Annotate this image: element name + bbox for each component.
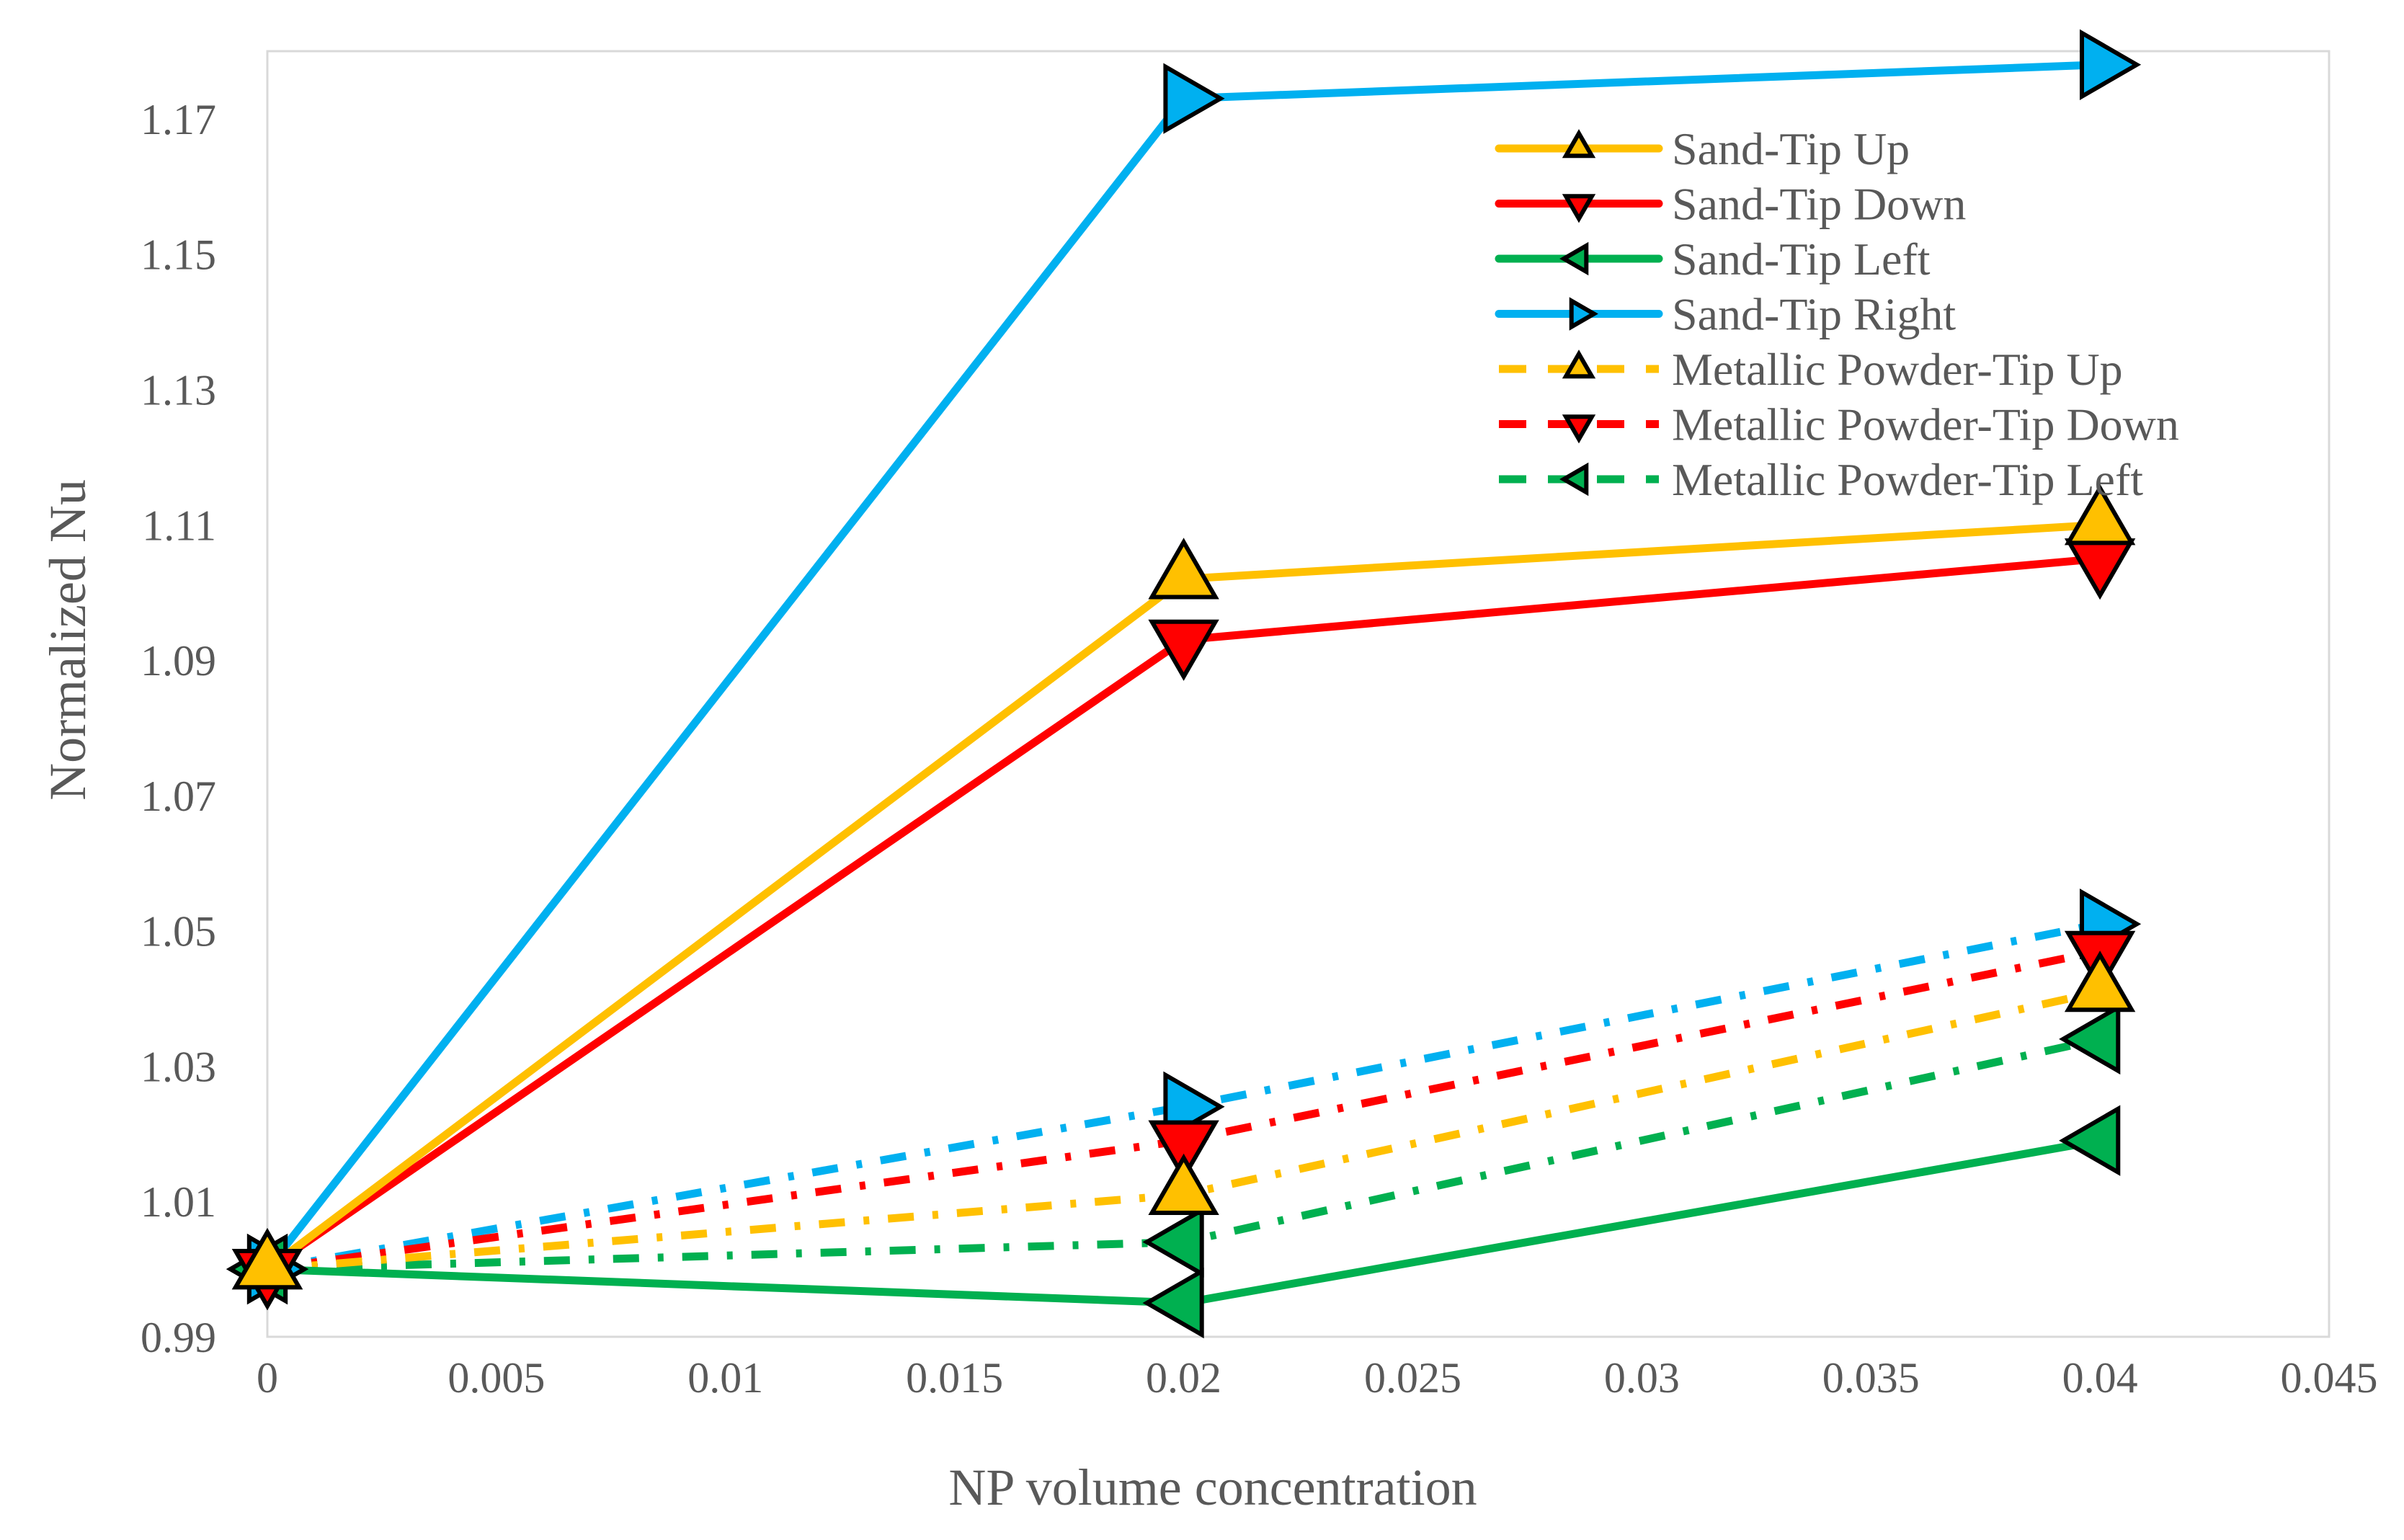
legend-item: Sand-Tip Left [1495, 233, 1931, 285]
data-point [1163, 63, 1225, 134]
y-tick-label: 1.11 [142, 502, 216, 549]
legend-marker [1569, 297, 1598, 331]
legend-item: Metallic Powder-Tip Up [1499, 344, 2123, 395]
legend-item: Sand-Tip Down [1495, 179, 1966, 230]
y-tick-label: 1.03 [141, 1043, 216, 1090]
legend-item: Sand-Tip Up [1495, 123, 1910, 174]
legend-marker [1562, 414, 1596, 444]
data-point [1142, 1267, 1204, 1339]
plot-area [266, 50, 2330, 1338]
x-tick-label: 0.03 [1604, 1354, 1680, 1402]
x-tick-label: 0.04 [2062, 1354, 2138, 1402]
x-tick-label: 0.02 [1146, 1354, 1221, 1402]
y-tick-label: 0.99 [141, 1314, 216, 1361]
data-point [2064, 951, 2136, 1012]
y-tick-label: 1.15 [141, 231, 216, 279]
legend-marker [1562, 194, 1596, 223]
legend-label: Sand-Tip Right [1672, 289, 1956, 340]
data-point [2059, 1003, 2121, 1075]
legend-item: Metallic Powder-Tip Down [1499, 399, 2179, 450]
y-tick-label: 1.17 [141, 96, 216, 143]
x-tick-label: 0.015 [906, 1354, 1003, 1402]
x-tick-label: 0.035 [1822, 1354, 1920, 1402]
legend-label: Sand-Tip Down [1672, 179, 1966, 230]
legend-label: Sand-Tip Up [1672, 123, 1910, 174]
x-axis-title: NP volume concentration [948, 1459, 1477, 1516]
y-tick-label: 1.05 [141, 908, 216, 956]
legend-item: Metallic Powder-Tip Left [1499, 454, 2143, 505]
y-tick-label: 1.01 [141, 1178, 216, 1226]
y-tick-label: 1.07 [141, 773, 216, 820]
data-point [2059, 1105, 2121, 1176]
data-point [1148, 538, 1219, 600]
legend-label: Metallic Powder-Tip Down [1672, 399, 2179, 450]
y-tick-label: 1.09 [141, 637, 216, 685]
legend-label: Metallic Powder-Tip Up [1672, 344, 2123, 395]
legend-marker [1559, 462, 1589, 497]
y-axis-title: Normalized Nu [39, 479, 97, 801]
data-point [1142, 1206, 1204, 1278]
x-tick-label: 0.045 [2281, 1354, 2378, 1402]
data-point [231, 1227, 303, 1290]
legend-marker [1562, 350, 1596, 379]
legend-item: Sand-Tip Right [1495, 289, 1956, 340]
legend-marker [1559, 241, 1589, 276]
data-point [2080, 29, 2142, 100]
legend-label: Metallic Powder-Tip Left [1672, 454, 2143, 505]
series-layer [226, 29, 2142, 1339]
legend-label: Sand-Tip Left [1672, 233, 1931, 285]
x-tick-label: 0 [257, 1354, 278, 1402]
x-tick-label: 0.01 [687, 1354, 763, 1402]
data-point [2064, 484, 2136, 546]
axes: 0 0.005 0.01 0.015 0.02 0.025 0.03 0.035 0.04 0.0… [141, 96, 2378, 1402]
data-point [1148, 1153, 1219, 1215]
x-tick-label: 0.005 [448, 1354, 545, 1402]
x-tick-label: 0.025 [1364, 1354, 1461, 1402]
y-tick-label: 1.13 [141, 366, 216, 414]
data-point [1148, 1120, 1219, 1182]
legend-marker [1562, 129, 1596, 159]
data-point [1148, 619, 1219, 681]
